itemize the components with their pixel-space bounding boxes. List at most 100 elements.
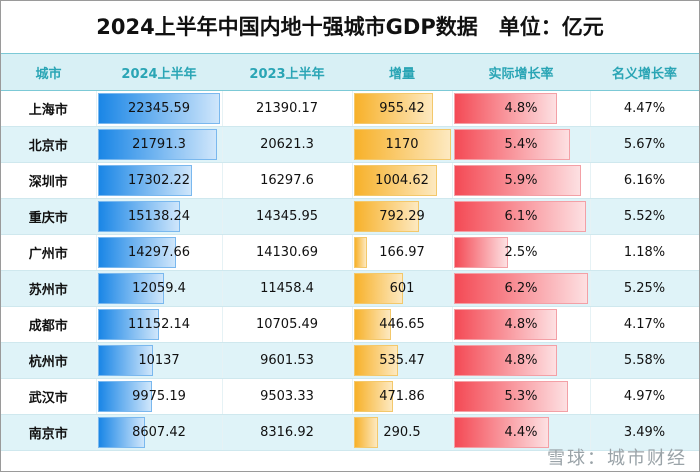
cell-value: 重庆市 xyxy=(28,211,68,226)
cell-nominal: 6.16% xyxy=(590,162,699,199)
data-bar-real xyxy=(453,165,582,196)
cell-h2023: 10705.49 xyxy=(222,306,353,343)
cell-increase: 1170 xyxy=(352,126,453,163)
data-bar-real xyxy=(453,381,569,412)
cell-value: 11152.14 xyxy=(127,317,191,332)
cell-value: 广州市 xyxy=(28,247,68,262)
gdp-table: 城市 2024上半年 2023上半年 增量 实际增长率 名义增长率 上海市 22345.59… xyxy=(1,54,699,451)
cell-real: 4.8% xyxy=(452,306,591,343)
cell-h2023: 9503.33 xyxy=(222,378,353,415)
cell-value: 10705.49 xyxy=(255,317,319,332)
cell-value: 5.25% xyxy=(623,281,666,296)
data-bar-h2024 xyxy=(97,309,159,340)
cell-real: 6.2% xyxy=(452,270,591,307)
data-bar-h2024 xyxy=(97,381,153,412)
data-bar-increase xyxy=(353,93,433,124)
cell-value: 1170 xyxy=(385,137,419,152)
data-bar-h2024 xyxy=(97,417,145,448)
cell-value: 4.8% xyxy=(504,101,538,116)
data-bar-real xyxy=(453,201,586,232)
cell-h2023: 16297.6 xyxy=(222,162,353,199)
cell-value: 955.42 xyxy=(379,101,425,116)
table-header: 城市 2024上半年 2023上半年 增量 实际增长率 名义增长率 xyxy=(1,54,699,91)
cell-h2023: 8316.92 xyxy=(222,414,353,451)
cell-real: 5.4% xyxy=(452,126,591,163)
cell-real: 6.1% xyxy=(452,198,591,235)
cell-h2024: 22345.59 xyxy=(96,90,223,127)
data-bar-increase xyxy=(353,237,368,268)
cell-value: 南京市 xyxy=(28,427,68,442)
cell-h2024: 12059.4 xyxy=(96,270,223,307)
cell-value: 上海市 xyxy=(28,103,68,118)
data-bar-real xyxy=(453,417,549,448)
cell-city: 深圳市 xyxy=(1,162,97,199)
cell-h2024: 15138.24 xyxy=(96,198,223,235)
cell-value: 武汉市 xyxy=(28,391,68,406)
cell-value: 4.8% xyxy=(504,317,538,332)
cell-nominal: 5.25% xyxy=(590,270,699,307)
header-city: 城市 xyxy=(1,54,96,91)
cell-value: 290.5 xyxy=(383,425,421,440)
cell-increase: 601 xyxy=(352,270,453,307)
cell-increase: 166.97 xyxy=(352,234,453,271)
cell-value: 4.17% xyxy=(623,317,666,332)
cell-city: 广州市 xyxy=(1,234,97,271)
cell-value: 166.97 xyxy=(379,245,425,260)
table-row: 南京市 8607.42 8316.92 290.5 4.4% 3.49% xyxy=(1,414,699,451)
cell-value: 446.65 xyxy=(379,317,425,332)
data-bar-real xyxy=(453,309,558,340)
cell-increase: 1004.62 xyxy=(352,162,453,199)
cell-city: 北京市 xyxy=(1,126,97,163)
cell-nominal: 5.52% xyxy=(590,198,699,235)
cell-real: 5.3% xyxy=(452,378,591,415)
cell-increase: 792.29 xyxy=(352,198,453,235)
data-bar-h2024 xyxy=(97,201,181,232)
cell-value: 14297.66 xyxy=(127,245,191,260)
cell-real: 2.5% xyxy=(452,234,591,271)
cell-h2023: 20621.3 xyxy=(222,126,353,163)
cell-city: 苏州市 xyxy=(1,270,97,307)
cell-increase: 535.47 xyxy=(352,342,453,379)
cell-value: 1004.62 xyxy=(375,173,429,188)
cell-value: 12059.4 xyxy=(132,281,186,296)
cell-value: 9601.53 xyxy=(260,353,314,368)
cell-value: 8316.92 xyxy=(260,425,314,440)
table-row: 北京市 21791.3 20621.3 1170 5.4% 5.67% xyxy=(1,126,699,163)
cell-value: 16297.6 xyxy=(260,173,314,188)
table-row: 重庆市 15138.24 14345.95 792.29 6.1% 5.52% xyxy=(1,198,699,235)
cell-nominal: 5.67% xyxy=(590,126,699,163)
cell-value: 4.97% xyxy=(623,389,666,404)
cell-value: 17302.22 xyxy=(127,173,191,188)
cell-value: 14130.69 xyxy=(255,245,319,260)
data-bar-real xyxy=(453,237,508,268)
cell-value: 9503.33 xyxy=(260,389,314,404)
cell-value: 4.4% xyxy=(504,425,538,440)
cell-value: 10137 xyxy=(138,353,180,368)
cell-value: 15138.24 xyxy=(127,209,191,224)
table-row: 杭州市 10137 9601.53 535.47 4.8% 5.58% xyxy=(1,342,699,379)
cell-value: 8607.42 xyxy=(132,425,186,440)
data-bar-h2024 xyxy=(97,165,193,196)
cell-h2024: 11152.14 xyxy=(96,306,223,343)
cell-real: 4.8% xyxy=(452,342,591,379)
table-row: 上海市 22345.59 21390.17 955.42 4.8% 4.47% xyxy=(1,90,699,127)
cell-nominal: 1.18% xyxy=(590,234,699,271)
cell-value: 6.16% xyxy=(623,173,666,188)
table-row: 武汉市 9975.19 9503.33 471.86 5.3% 4.97% xyxy=(1,378,699,415)
cell-value: 14345.95 xyxy=(255,209,319,224)
cell-h2024: 10137 xyxy=(96,342,223,379)
data-bar-h2024 xyxy=(97,345,154,376)
data-bar-increase xyxy=(353,129,451,160)
cell-value: 北京市 xyxy=(28,139,68,154)
data-bar-increase xyxy=(353,201,420,232)
cell-real: 4.8% xyxy=(452,90,591,127)
cell-value: 1.18% xyxy=(623,245,666,260)
cell-h2024: 17302.22 xyxy=(96,162,223,199)
data-bar-h2024 xyxy=(97,273,164,304)
cell-increase: 955.42 xyxy=(352,90,453,127)
cell-value: 5.9% xyxy=(504,173,538,188)
cell-increase: 290.5 xyxy=(352,414,453,451)
header-2023h1: 2023上半年 xyxy=(222,54,352,91)
cell-value: 21390.17 xyxy=(255,101,319,116)
cell-city: 南京市 xyxy=(1,414,97,451)
